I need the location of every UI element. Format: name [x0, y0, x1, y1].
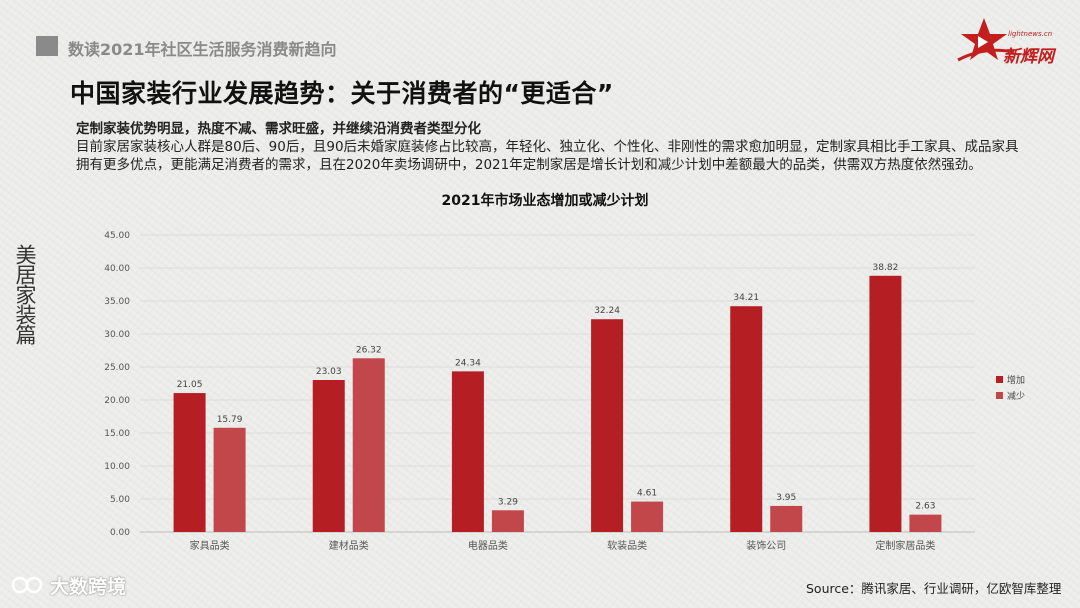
data-label: 3.29 [498, 497, 518, 507]
page-title: 中国家装行业发展趋势：关于消费者的“更适合” [70, 79, 614, 108]
bar-increase [591, 319, 624, 532]
legend-swatch [996, 392, 1003, 399]
logo-brand: 新辉网 [1003, 47, 1054, 67]
bar-increase [451, 371, 484, 532]
data-label: 38.82 [873, 263, 899, 273]
legend-label: 增加 [1007, 374, 1025, 386]
bar-decrease [631, 501, 664, 532]
description-lead: 定制家装优势明显，热度不减、需求旺盛，并继续沿消费者类型分化 [76, 121, 481, 137]
bar-increase [312, 380, 345, 532]
x-tick-label: 软装品类 [607, 539, 647, 552]
watermark: 大数跨境 [50, 576, 127, 598]
data-label: 15.79 [217, 415, 243, 425]
x-tick-label: 建材品类 [329, 539, 369, 552]
bar-decrease [213, 427, 246, 532]
description: 定制家装优势明显，热度不减、需求旺盛，并继续沿消费者类型分化 目前家居家装核心人… [76, 120, 1026, 174]
bar-increase [730, 306, 763, 532]
y-tick-label: 0.00 [110, 528, 130, 538]
data-label: 34.21 [733, 293, 759, 303]
y-tick-label: 15.00 [104, 429, 130, 439]
side-section-label: 美居家装篇 [13, 244, 37, 344]
data-label: 32.24 [594, 306, 620, 316]
data-label: 23.03 [316, 367, 342, 377]
y-tick-label: 5.00 [110, 495, 130, 505]
bar-decrease [352, 358, 385, 532]
legend-label: 减少 [1007, 390, 1025, 402]
y-tick-label: 35.00 [104, 297, 130, 307]
y-tick-label: 30.00 [104, 330, 130, 340]
legend-swatch [996, 376, 1003, 383]
bar-increase [869, 275, 902, 532]
bar-increase [173, 393, 206, 532]
data-label: 2.63 [915, 502, 935, 512]
source-note: Source：腾讯家居、行业调研，亿欧智库整理 [806, 581, 1062, 596]
data-label: 4.61 [637, 489, 657, 499]
watermark-logo-icon [11, 576, 43, 594]
star-logo-icon [957, 18, 1015, 62]
section-title: 数读2021年社区生活服务消费新趋向 [68, 40, 337, 59]
y-tick-label: 20.00 [104, 396, 130, 406]
x-tick-label: 电器品类 [468, 539, 508, 552]
y-tick-label: 40.00 [104, 264, 130, 274]
logo-url: lightnews.cn [1008, 30, 1053, 38]
bar-decrease [491, 510, 524, 532]
x-tick-label: 家具品类 [190, 539, 230, 552]
bar-decrease [770, 505, 803, 532]
x-tick-label: 定制家居品类 [875, 539, 935, 552]
y-tick-label: 45.00 [104, 231, 130, 241]
data-label: 26.32 [356, 345, 382, 355]
data-label: 3.95 [776, 493, 796, 503]
description-body: 目前家居家装核心人群是80后、90后，且90后未婚家庭装修占比较高，年轻化、独立… [76, 139, 1019, 173]
bar-decrease [909, 514, 942, 532]
x-tick-label: 装饰公司 [746, 539, 786, 552]
y-tick-label: 10.00 [104, 462, 130, 472]
chart-title: 2021年市场业态增加或减少计划 [442, 192, 649, 209]
section-marker [36, 36, 58, 56]
data-label: 21.05 [177, 380, 203, 390]
data-label: 24.34 [455, 358, 481, 368]
y-tick-label: 25.00 [104, 363, 130, 373]
